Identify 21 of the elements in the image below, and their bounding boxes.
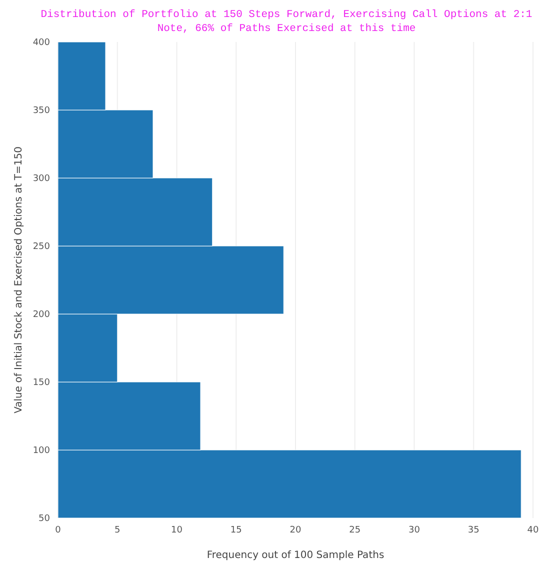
y-tick-label: 400: [32, 38, 50, 48]
x-tick-label: 20: [290, 525, 302, 536]
y-tick-label: 200: [32, 310, 50, 320]
x-tick-label: 0: [55, 525, 62, 536]
chart-subtitle: Note, 66% of Paths Exercised at this time: [156, 22, 417, 36]
x-tick-label: 25: [349, 525, 361, 536]
chart-title: Distribution of Portfolio at 150 Steps Forward, Exercising Call Options at 2:1: [40, 8, 534, 22]
y-tick-label: 100: [32, 446, 50, 456]
y-tick-label: 300: [32, 174, 50, 184]
x-tick-label: 35: [468, 525, 480, 536]
y-tick-label: 350: [32, 106, 50, 116]
y-axis-title: Value of Initial Stock and Exercised Options at T=150: [14, 146, 25, 414]
x-tick-label: 5: [114, 525, 120, 536]
x-tick-label: 15: [230, 525, 242, 536]
x-tick-label: 10: [171, 525, 183, 536]
x-tick-label: 40: [527, 525, 539, 536]
y-tick-label: 150: [32, 378, 50, 388]
x-axis-title: Frequency out of 100 Sample Paths: [206, 550, 384, 561]
x-tick-label: 30: [408, 525, 420, 536]
y-tick-label: 250: [32, 242, 50, 252]
y-tick-label: 50: [38, 514, 50, 524]
